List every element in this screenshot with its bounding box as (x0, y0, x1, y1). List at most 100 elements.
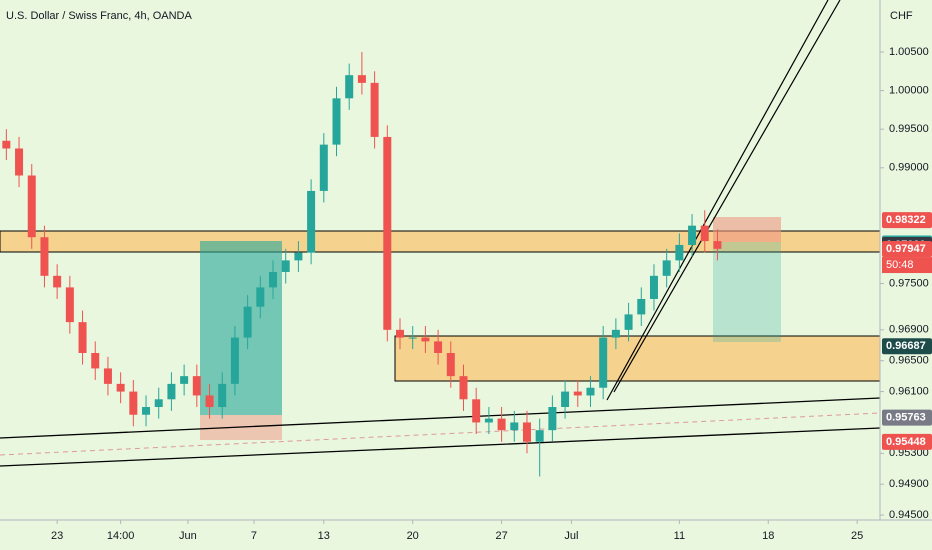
price-tag (882, 212, 932, 229)
candle-body (192, 376, 201, 396)
candle-body (649, 275, 658, 299)
candle-body (472, 399, 481, 423)
candle-body (142, 407, 151, 415)
candle-body (256, 287, 265, 307)
candle-body (332, 98, 341, 145)
y-tick-label: 0.94500 (889, 509, 929, 521)
y-tick-label: 0.99000 (889, 162, 929, 174)
candle-body (535, 430, 544, 442)
candle-body (230, 337, 239, 384)
candle-body (40, 237, 49, 276)
trendline (0, 427, 881, 467)
candle-body (345, 75, 354, 99)
x-tick-label: 11 (674, 530, 685, 542)
y-tick-label: 0.96500 (889, 355, 929, 367)
price-tag-label: 0.97947 (886, 243, 926, 255)
trendline-mid (0, 412, 881, 456)
candle-body (522, 422, 531, 442)
candle-body (573, 391, 582, 396)
candle-body (281, 260, 290, 272)
x-tick-label: 27 (495, 530, 507, 542)
trendline (0, 397, 881, 439)
x-tick-label: 7 (251, 530, 257, 542)
candle-body (396, 329, 404, 338)
x-tick-label: 25 (851, 530, 863, 542)
candle-body (561, 391, 570, 408)
marks (2, 52, 722, 477)
x-tick-label: 14:00 (107, 530, 135, 542)
candle-body (484, 418, 493, 423)
candle-body (205, 395, 214, 408)
y-tick-label: 0.95300 (889, 447, 929, 459)
candle-body (154, 399, 163, 408)
x-tick-label: 20 (407, 530, 419, 542)
support-zone (394, 335, 881, 382)
candle-body (294, 252, 303, 261)
candle-body (586, 387, 595, 396)
x-tick-label: 18 (762, 530, 774, 542)
candle-body (675, 244, 684, 261)
countdown-tag (882, 257, 932, 274)
y-tick-label: 1.00500 (889, 46, 929, 58)
candle-body (688, 225, 697, 245)
candle-body (611, 329, 620, 338)
candle-body (129, 391, 138, 415)
candle-body (624, 314, 633, 330)
candle-body (180, 376, 189, 384)
candle-body (91, 352, 100, 369)
long-target (200, 241, 282, 415)
candle-body (713, 241, 722, 249)
candle-body (53, 275, 62, 288)
price-tag (882, 241, 932, 258)
price-tag (882, 433, 932, 450)
candle-body (700, 225, 709, 242)
x-tick-label: 23 (51, 530, 63, 542)
candle-body (2, 140, 11, 149)
short-target (713, 242, 781, 342)
candle-body (459, 376, 468, 400)
price-tag (882, 409, 932, 426)
price-tag-label: 0.98322 (886, 214, 926, 226)
candle-body (446, 352, 455, 377)
candle-body (103, 368, 112, 384)
candle-body (218, 383, 227, 408)
price-tag-label: 0.96687 (886, 340, 926, 352)
candle-body (662, 260, 671, 276)
y-tick-label: 1.00000 (889, 85, 929, 97)
channel-line (613, 0, 841, 393)
price-tag-label: 0.95448 (886, 436, 926, 448)
candle-body (357, 75, 366, 83)
candle-body (78, 322, 87, 353)
candle-body (27, 175, 36, 238)
y-tick-label: 0.96900 (889, 324, 929, 336)
price-tag-label: 0.95763 (886, 411, 926, 423)
candle-body (548, 407, 557, 431)
short-stop (713, 217, 781, 242)
candle-body (243, 306, 252, 338)
candle-body (167, 383, 176, 400)
y-tick-label: 0.94900 (889, 478, 929, 490)
candle-body (510, 422, 519, 431)
candle-body (116, 383, 125, 392)
candle-body (65, 287, 74, 323)
currency-label: CHF (890, 10, 913, 22)
price-tag (882, 338, 932, 355)
y-tick-label: 0.96100 (889, 385, 929, 397)
y-tick-label: 0.97500 (889, 277, 929, 289)
countdown-label: 50:48 (886, 259, 914, 271)
channel-line (606, 0, 829, 401)
candle-body (637, 298, 646, 315)
y-tick-label: 0.99500 (889, 123, 929, 135)
candle-body (15, 148, 24, 176)
candle-body (307, 190, 316, 253)
x-tick-label: Jul (564, 530, 578, 542)
candle-body (434, 341, 443, 353)
candle-body (599, 337, 608, 388)
candle-body (497, 418, 506, 431)
candle-body (383, 136, 392, 330)
x-tick-label: Jun (179, 530, 197, 542)
candle-body (370, 82, 379, 137)
x-tick-label: 13 (318, 530, 330, 542)
